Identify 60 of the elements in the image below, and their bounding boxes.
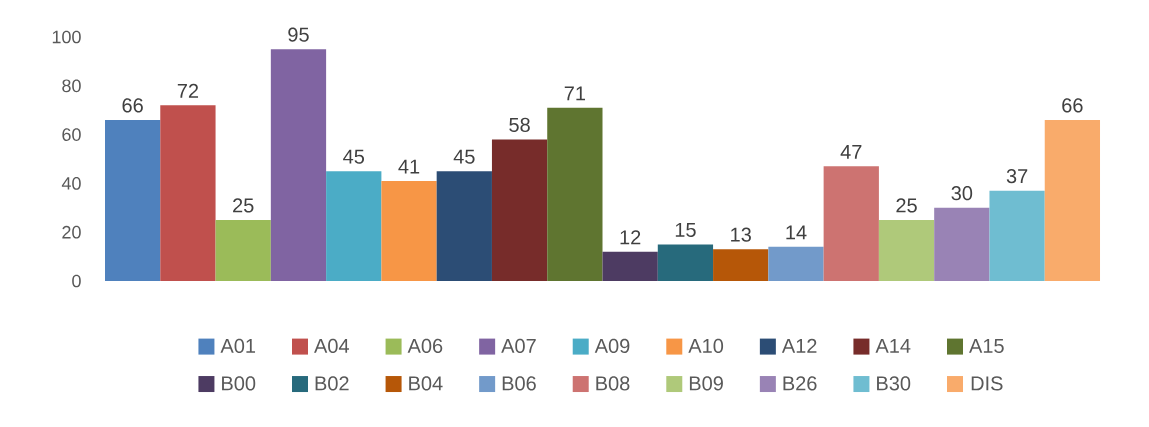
y-tick-label: 100 xyxy=(52,30,81,44)
data-label: 15 xyxy=(675,222,696,237)
data-label: 66 xyxy=(1062,98,1083,113)
bar xyxy=(491,139,548,281)
bar xyxy=(768,246,824,281)
data-label: 45 xyxy=(453,149,475,164)
data-label: 72 xyxy=(177,83,199,98)
y-tick-label: 40 xyxy=(61,177,81,190)
bar xyxy=(270,49,327,281)
bar xyxy=(657,244,714,281)
data-label: 58 xyxy=(509,117,530,132)
bar xyxy=(713,249,769,281)
data-label: 95 xyxy=(288,27,309,42)
legend-label: A06 xyxy=(407,338,443,354)
data-label: 25 xyxy=(896,198,917,213)
bar xyxy=(989,190,1045,281)
legend-label: A04 xyxy=(314,338,349,354)
y-tick-label: 80 xyxy=(62,79,81,93)
data-label: 47 xyxy=(840,145,862,159)
bar xyxy=(436,171,492,281)
bar xyxy=(878,220,935,281)
legend-label: B02 xyxy=(315,376,349,391)
legend-label: A01 xyxy=(220,338,256,354)
bar xyxy=(326,171,382,281)
data-label: 66 xyxy=(122,98,143,113)
bar xyxy=(547,107,603,281)
data-label: 25 xyxy=(233,198,254,213)
bar xyxy=(934,207,990,281)
y-tick-label: 20 xyxy=(62,225,81,239)
legend-label: A07 xyxy=(501,338,536,354)
legend-label: B06 xyxy=(502,376,536,391)
bar xyxy=(215,220,271,281)
data-label: 12 xyxy=(620,230,641,245)
data-label: 14 xyxy=(786,225,807,240)
legend-label: B00 xyxy=(222,376,256,391)
legend-label: B09 xyxy=(689,376,723,391)
bar xyxy=(823,166,879,281)
bar xyxy=(160,105,216,281)
legend-label: A15 xyxy=(969,338,1004,353)
legend-label: A12 xyxy=(781,338,817,353)
legend-label: A14 xyxy=(875,338,911,353)
legend-label: B30 xyxy=(877,376,911,391)
legend-label: B08 xyxy=(596,376,630,391)
data-label: 37 xyxy=(1006,169,1028,184)
bar xyxy=(381,180,437,281)
legend-label: B26 xyxy=(783,376,817,391)
data-label: 71 xyxy=(564,86,586,101)
bar xyxy=(602,251,658,281)
data-label: 13 xyxy=(731,227,751,242)
y-tick-label: 60 xyxy=(62,128,81,141)
bar xyxy=(105,119,161,281)
legend-label: DIS xyxy=(971,376,1003,391)
legend-label: B04 xyxy=(409,376,443,391)
legend-label: A10 xyxy=(688,338,724,354)
data-label: 45 xyxy=(343,149,365,164)
legend-label: A09 xyxy=(594,338,630,354)
y-tick-label: 0 xyxy=(72,274,81,288)
bar xyxy=(1044,119,1101,281)
data-label: 30 xyxy=(951,186,973,201)
data-label: 41 xyxy=(398,159,420,174)
